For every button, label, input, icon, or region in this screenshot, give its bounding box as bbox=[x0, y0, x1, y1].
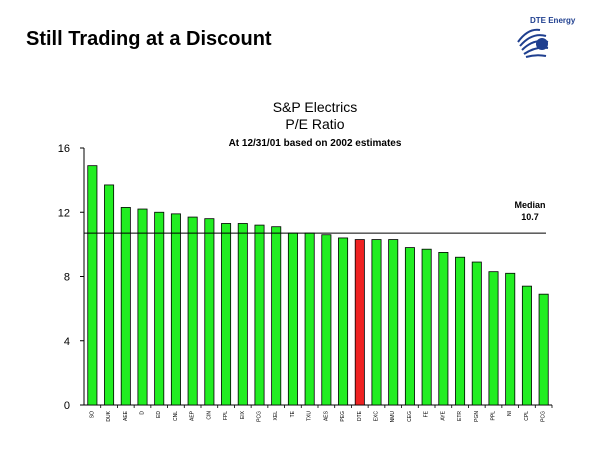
x-tick-label: CIN bbox=[206, 411, 212, 420]
x-tick-label: PEG bbox=[340, 411, 346, 422]
y-tick-label: 16 bbox=[58, 143, 70, 155]
x-tick-label: AEP bbox=[190, 410, 196, 421]
x-tick-label: ETR bbox=[457, 411, 463, 421]
x-tick-label: TXU bbox=[307, 411, 313, 421]
bar bbox=[271, 226, 282, 406]
x-tick-label: ED bbox=[156, 411, 162, 418]
slide-title: Still Trading at a Discount bbox=[26, 28, 272, 50]
chart-note: At 12/31/01 based on 2002 estimates bbox=[228, 138, 402, 149]
bar bbox=[304, 232, 315, 406]
bar bbox=[221, 223, 232, 406]
x-tick-label: FE bbox=[424, 410, 430, 417]
bar bbox=[471, 261, 482, 406]
bar bbox=[521, 285, 532, 406]
x-tick-label: PGN bbox=[474, 411, 480, 422]
x-tick-label: CEG bbox=[407, 411, 413, 422]
median-label: Median bbox=[514, 200, 546, 210]
bar bbox=[538, 293, 549, 406]
x-tick-label: XEL bbox=[273, 411, 279, 421]
x-tick-label: EXC bbox=[374, 411, 380, 422]
y-tick-label: 12 bbox=[58, 207, 70, 219]
bar bbox=[321, 234, 332, 406]
bar bbox=[170, 213, 181, 406]
x-tick-label: AYE bbox=[440, 410, 446, 420]
bar bbox=[371, 239, 382, 406]
bar bbox=[404, 247, 415, 406]
x-tick-label: FPL bbox=[223, 411, 229, 420]
x-tick-label: EIX bbox=[240, 410, 246, 419]
company-logo: DTE Energy bbox=[512, 16, 592, 66]
y-tick-label: 0 bbox=[64, 400, 70, 412]
x-tick-label: SO bbox=[89, 411, 95, 418]
bar bbox=[455, 256, 466, 406]
bar bbox=[438, 252, 449, 406]
bar bbox=[287, 232, 298, 406]
logo-sunburst-icon bbox=[517, 28, 549, 58]
bar bbox=[237, 223, 248, 406]
x-tick-label: AEE bbox=[123, 410, 129, 421]
bar bbox=[187, 216, 198, 406]
bar bbox=[137, 208, 148, 406]
x-tick-label: NI bbox=[507, 411, 513, 416]
bar bbox=[388, 239, 399, 406]
x-tick-label: PPL bbox=[491, 411, 497, 421]
bar bbox=[120, 207, 131, 406]
x-tick-label: NMU bbox=[390, 411, 396, 423]
bar bbox=[104, 184, 115, 406]
bar bbox=[354, 239, 365, 406]
bar bbox=[421, 248, 432, 406]
x-tick-label: CPL bbox=[524, 411, 530, 421]
x-tick-label: CNL bbox=[173, 411, 179, 421]
bar bbox=[87, 165, 98, 406]
x-tick-label: AES bbox=[323, 410, 329, 421]
chart-subtitle: P/E Ratio bbox=[285, 116, 345, 132]
bar bbox=[488, 271, 499, 406]
bar bbox=[505, 272, 516, 406]
x-tick-label: PCG bbox=[257, 411, 263, 422]
x-tick-label: TE bbox=[290, 410, 296, 417]
y-tick-label: 4 bbox=[64, 336, 70, 348]
chart-title: S&P Electrics bbox=[272, 99, 358, 115]
bar bbox=[204, 218, 215, 406]
x-tick-label: PCG bbox=[541, 411, 547, 422]
bar bbox=[154, 211, 165, 406]
x-tick-label: DTE bbox=[357, 410, 363, 421]
bar bbox=[338, 237, 349, 406]
y-tick-label: 8 bbox=[64, 272, 70, 284]
logo-text: DTE Energy bbox=[530, 16, 576, 25]
x-tick-label: DUK bbox=[106, 410, 112, 421]
x-tick-label: D bbox=[140, 411, 146, 415]
bar bbox=[254, 224, 265, 406]
median-value-label: 10.7 bbox=[521, 212, 539, 222]
